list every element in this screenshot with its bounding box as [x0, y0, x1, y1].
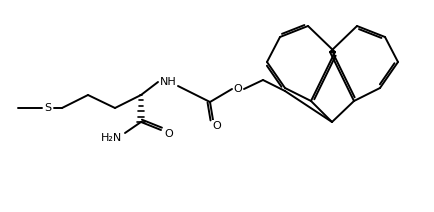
Text: O: O [213, 121, 221, 131]
Text: O: O [233, 84, 242, 94]
Text: O: O [164, 129, 173, 139]
Text: NH: NH [160, 77, 176, 87]
Text: H₂N: H₂N [100, 133, 122, 143]
Text: S: S [44, 103, 52, 113]
